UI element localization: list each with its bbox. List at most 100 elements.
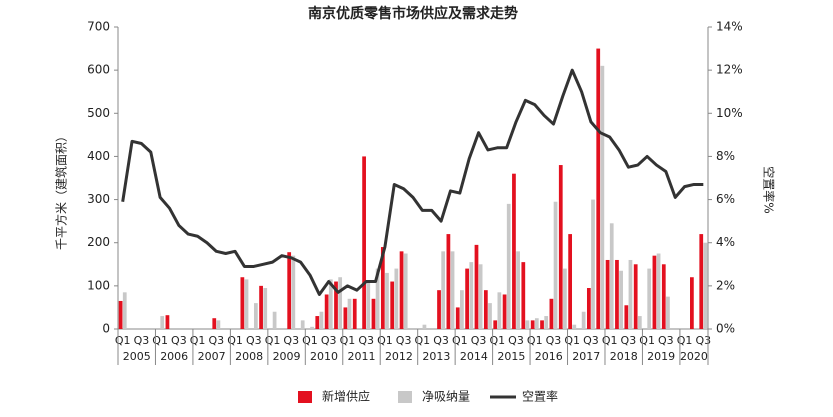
bar: [160, 316, 165, 329]
x-tick-label: Q1: [639, 334, 655, 347]
x-tick-label: Q3: [134, 334, 150, 347]
bar: [506, 203, 511, 329]
bar: [259, 285, 263, 329]
y2-tick-label: 8%: [716, 149, 735, 163]
x-tick-label: Q1: [564, 334, 580, 347]
y2-axis-label: 空置率%: [762, 166, 777, 213]
x-tick-label: Q1: [265, 334, 281, 347]
x-tick-label: Q3: [321, 334, 337, 347]
bar: [652, 255, 657, 329]
bar: [647, 268, 652, 329]
year-label: 2011: [347, 350, 375, 363]
x-tick-label: Q3: [583, 334, 599, 347]
bar: [581, 311, 586, 329]
x-tick-label: Q3: [508, 334, 524, 347]
year-label: 2008: [235, 350, 263, 363]
bar: [478, 264, 483, 329]
x-tick-label: Q3: [208, 334, 224, 347]
x-tick-label: Q3: [695, 334, 711, 347]
y2-tick-label: 14%: [716, 20, 743, 34]
bar: [605, 259, 610, 329]
bar: [591, 199, 595, 329]
year-label: 2017: [572, 350, 600, 363]
bar: [502, 294, 507, 329]
bar: [690, 277, 694, 329]
year-label: 2012: [385, 350, 413, 363]
bar: [390, 281, 395, 329]
year-label: 2006: [160, 350, 188, 363]
bar: [488, 303, 492, 329]
x-tick-label: Q1: [152, 334, 168, 347]
year-label: 2014: [460, 350, 488, 363]
x-tick-label: Q3: [358, 334, 374, 347]
bar: [366, 281, 371, 329]
bar: [586, 288, 591, 329]
bar: [319, 311, 324, 329]
year-label: 2016: [535, 350, 563, 363]
bar: [540, 320, 544, 329]
x-tick-label: Q1: [489, 334, 505, 347]
bar: [534, 318, 539, 329]
vacancy-line: [121, 68, 704, 296]
bar: [497, 292, 502, 329]
x-tick-label: Q3: [471, 334, 487, 347]
x-tick-label: Q1: [452, 334, 468, 347]
bar: [460, 290, 464, 329]
bar: [530, 320, 535, 329]
bar: [661, 264, 666, 329]
bar: [122, 292, 127, 329]
bar: [619, 270, 623, 329]
legend-swatch: [398, 391, 412, 403]
bar: [328, 279, 333, 329]
bar: [624, 305, 629, 329]
bar: [216, 320, 221, 329]
bar: [118, 300, 123, 329]
bar: [272, 311, 277, 329]
y-tick-label: 0: [102, 322, 110, 336]
y-axis-label: 千平方米（建筑面积）: [54, 130, 69, 250]
y-tick-label: 100: [87, 278, 110, 292]
year-label: 2005: [123, 350, 151, 363]
chart-title: 南京优质零售市场供应及需求走势: [308, 5, 518, 22]
year-label: 2020: [680, 350, 708, 363]
bar: [637, 316, 642, 329]
x-tick-label: Q3: [396, 334, 412, 347]
year-label: 2009: [273, 350, 301, 363]
bar: [437, 290, 441, 329]
bar: [446, 234, 451, 329]
y2-tick-label: 0%: [716, 322, 735, 336]
bar: [558, 165, 563, 329]
x-tick-label: Q3: [658, 334, 674, 347]
bar: [465, 268, 469, 329]
year-label: 2015: [497, 350, 525, 363]
bar: [212, 318, 217, 329]
bar: [352, 298, 357, 329]
x-tick-label: Q1: [602, 334, 618, 347]
bar: [347, 298, 352, 329]
bar: [516, 251, 520, 329]
x-tick-label: Q1: [340, 334, 356, 347]
y2-tick-label: 12%: [716, 63, 743, 77]
bar: [600, 65, 605, 329]
bar: [380, 247, 385, 329]
legend-label: 空置率: [522, 389, 558, 404]
year-label: 2019: [647, 350, 675, 363]
bar: [315, 316, 320, 329]
bar: [450, 251, 455, 329]
y2-tick-label: 10%: [716, 106, 743, 120]
bar: [244, 279, 249, 329]
x-tick-label: Q1: [302, 334, 318, 347]
x-tick-label: Q3: [246, 334, 262, 347]
bar: [493, 320, 498, 329]
bar: [699, 234, 704, 329]
bar: [240, 277, 245, 329]
bar: [422, 324, 427, 329]
x-tick-label: Q1: [377, 334, 393, 347]
bar: [525, 320, 530, 329]
y2-tick-label: 2%: [716, 278, 735, 292]
bar: [572, 324, 577, 329]
bar: [385, 272, 389, 329]
bar: [544, 316, 549, 329]
bar: [512, 173, 516, 329]
